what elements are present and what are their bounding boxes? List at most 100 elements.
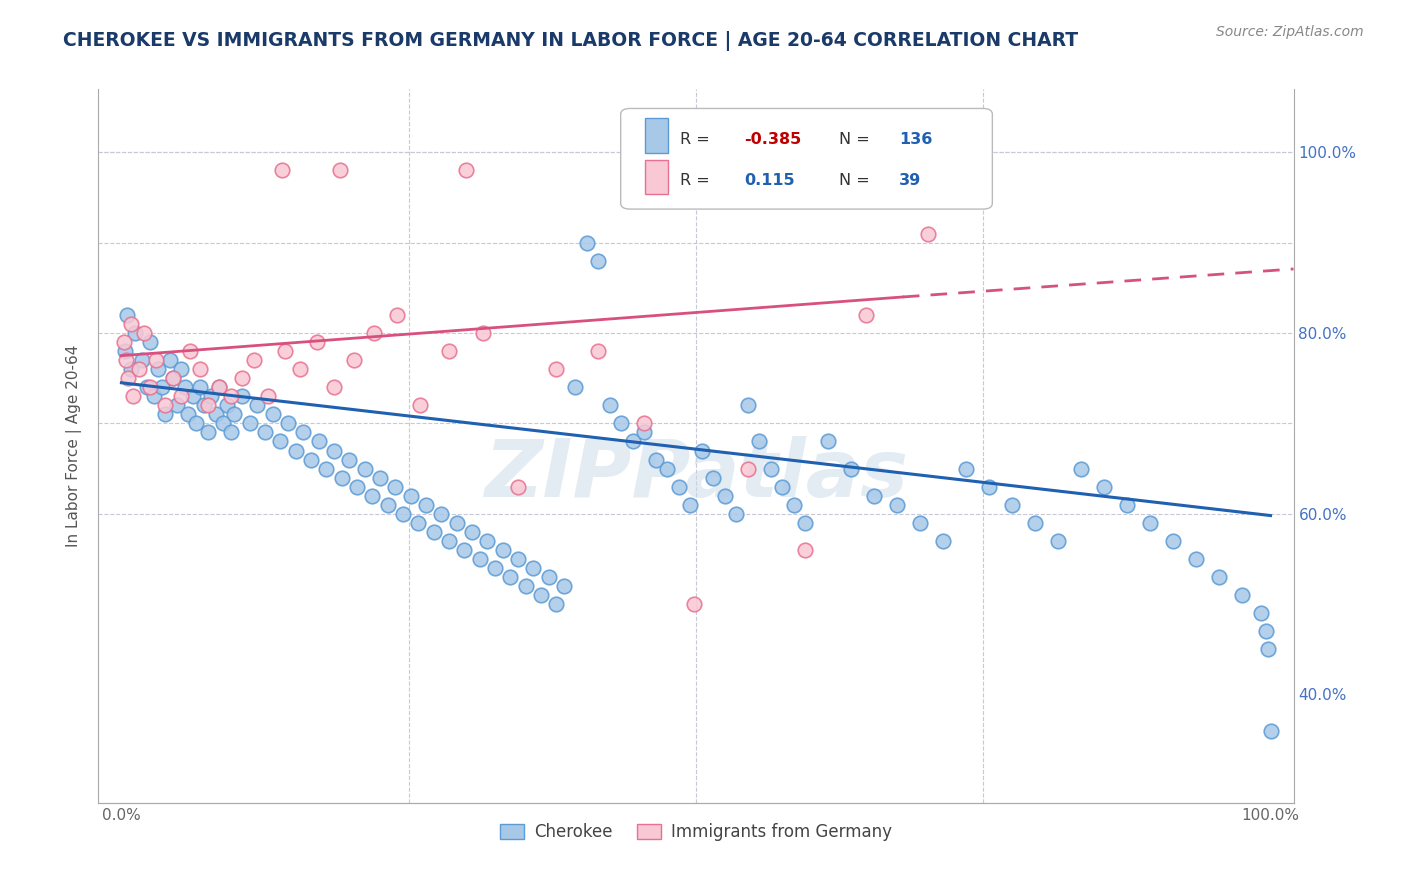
Point bbox=[277, 417, 299, 431]
Point bbox=[1257, 642, 1279, 657]
Point bbox=[231, 389, 253, 403]
Point bbox=[765, 163, 787, 178]
Point bbox=[131, 353, 153, 368]
Point bbox=[323, 380, 346, 394]
Point bbox=[817, 434, 839, 449]
Point bbox=[170, 362, 193, 376]
Point bbox=[208, 380, 231, 394]
Point bbox=[200, 389, 222, 403]
Point bbox=[337, 452, 360, 467]
Point bbox=[453, 542, 475, 557]
Point bbox=[1001, 498, 1024, 512]
Point bbox=[1046, 533, 1069, 548]
Point bbox=[188, 380, 211, 394]
Point bbox=[515, 579, 537, 593]
Text: N =: N = bbox=[839, 173, 876, 187]
Point bbox=[610, 417, 633, 431]
Point bbox=[575, 235, 598, 250]
Text: ZIPPatlas: ZIPPatlas bbox=[484, 435, 908, 514]
Point bbox=[173, 380, 195, 394]
Point bbox=[472, 326, 495, 340]
Point bbox=[955, 461, 977, 475]
Legend: Cherokee, Immigrants from Germany: Cherokee, Immigrants from Germany bbox=[494, 817, 898, 848]
Point bbox=[588, 344, 610, 359]
Point bbox=[217, 398, 239, 412]
Point bbox=[657, 461, 679, 475]
Point bbox=[246, 398, 269, 412]
Point bbox=[368, 470, 391, 484]
Point bbox=[162, 371, 184, 385]
Point bbox=[599, 398, 621, 412]
Point bbox=[177, 408, 200, 422]
Point bbox=[330, 470, 353, 484]
Point bbox=[315, 461, 337, 475]
Point bbox=[114, 344, 136, 359]
Point bbox=[544, 362, 567, 376]
Point bbox=[437, 344, 460, 359]
Point bbox=[112, 335, 135, 350]
FancyBboxPatch shape bbox=[644, 161, 668, 194]
Point bbox=[120, 362, 142, 376]
Point bbox=[588, 253, 610, 268]
Point bbox=[208, 380, 231, 394]
Point bbox=[162, 371, 184, 385]
Point bbox=[291, 425, 314, 440]
Point bbox=[908, 516, 931, 530]
Point bbox=[1024, 516, 1046, 530]
Point bbox=[363, 326, 385, 340]
Point bbox=[242, 353, 264, 368]
Point bbox=[329, 163, 352, 178]
Point bbox=[142, 389, 165, 403]
Point bbox=[385, 308, 409, 322]
Point bbox=[342, 353, 364, 368]
Point bbox=[713, 489, 735, 503]
Point bbox=[117, 371, 139, 385]
Text: Source: ZipAtlas.com: Source: ZipAtlas.com bbox=[1216, 25, 1364, 39]
Point bbox=[468, 552, 491, 566]
Point bbox=[446, 516, 468, 530]
Point bbox=[522, 561, 544, 575]
Point bbox=[737, 398, 759, 412]
Point bbox=[977, 480, 1000, 494]
Point bbox=[139, 335, 162, 350]
Point bbox=[406, 516, 429, 530]
Point bbox=[932, 533, 955, 548]
Point bbox=[770, 480, 793, 494]
Point bbox=[273, 344, 295, 359]
Point bbox=[748, 434, 770, 449]
Point bbox=[179, 344, 201, 359]
Point bbox=[193, 398, 215, 412]
Point bbox=[271, 163, 294, 178]
Point bbox=[346, 480, 368, 494]
Text: -0.385: -0.385 bbox=[744, 132, 801, 146]
Point bbox=[633, 425, 655, 440]
Point bbox=[139, 380, 162, 394]
Point bbox=[1070, 461, 1092, 475]
Point bbox=[702, 470, 724, 484]
Point bbox=[299, 452, 322, 467]
Point bbox=[211, 417, 233, 431]
Point bbox=[679, 498, 702, 512]
Point bbox=[423, 524, 446, 539]
Point bbox=[794, 542, 817, 557]
Point bbox=[399, 489, 422, 503]
Point bbox=[269, 434, 291, 449]
Point bbox=[644, 452, 666, 467]
Point bbox=[564, 380, 586, 394]
Point bbox=[544, 597, 567, 611]
Point bbox=[409, 398, 432, 412]
Point bbox=[354, 461, 377, 475]
Point bbox=[839, 461, 862, 475]
Point bbox=[148, 362, 170, 376]
Point bbox=[794, 516, 817, 530]
Point bbox=[437, 533, 460, 548]
Point bbox=[475, 533, 498, 548]
Point bbox=[1260, 723, 1282, 738]
Point bbox=[1185, 552, 1208, 566]
FancyBboxPatch shape bbox=[620, 109, 993, 209]
Point bbox=[690, 443, 713, 458]
Point bbox=[530, 588, 553, 602]
Point bbox=[537, 570, 560, 584]
Point bbox=[725, 507, 748, 521]
Point bbox=[506, 552, 529, 566]
